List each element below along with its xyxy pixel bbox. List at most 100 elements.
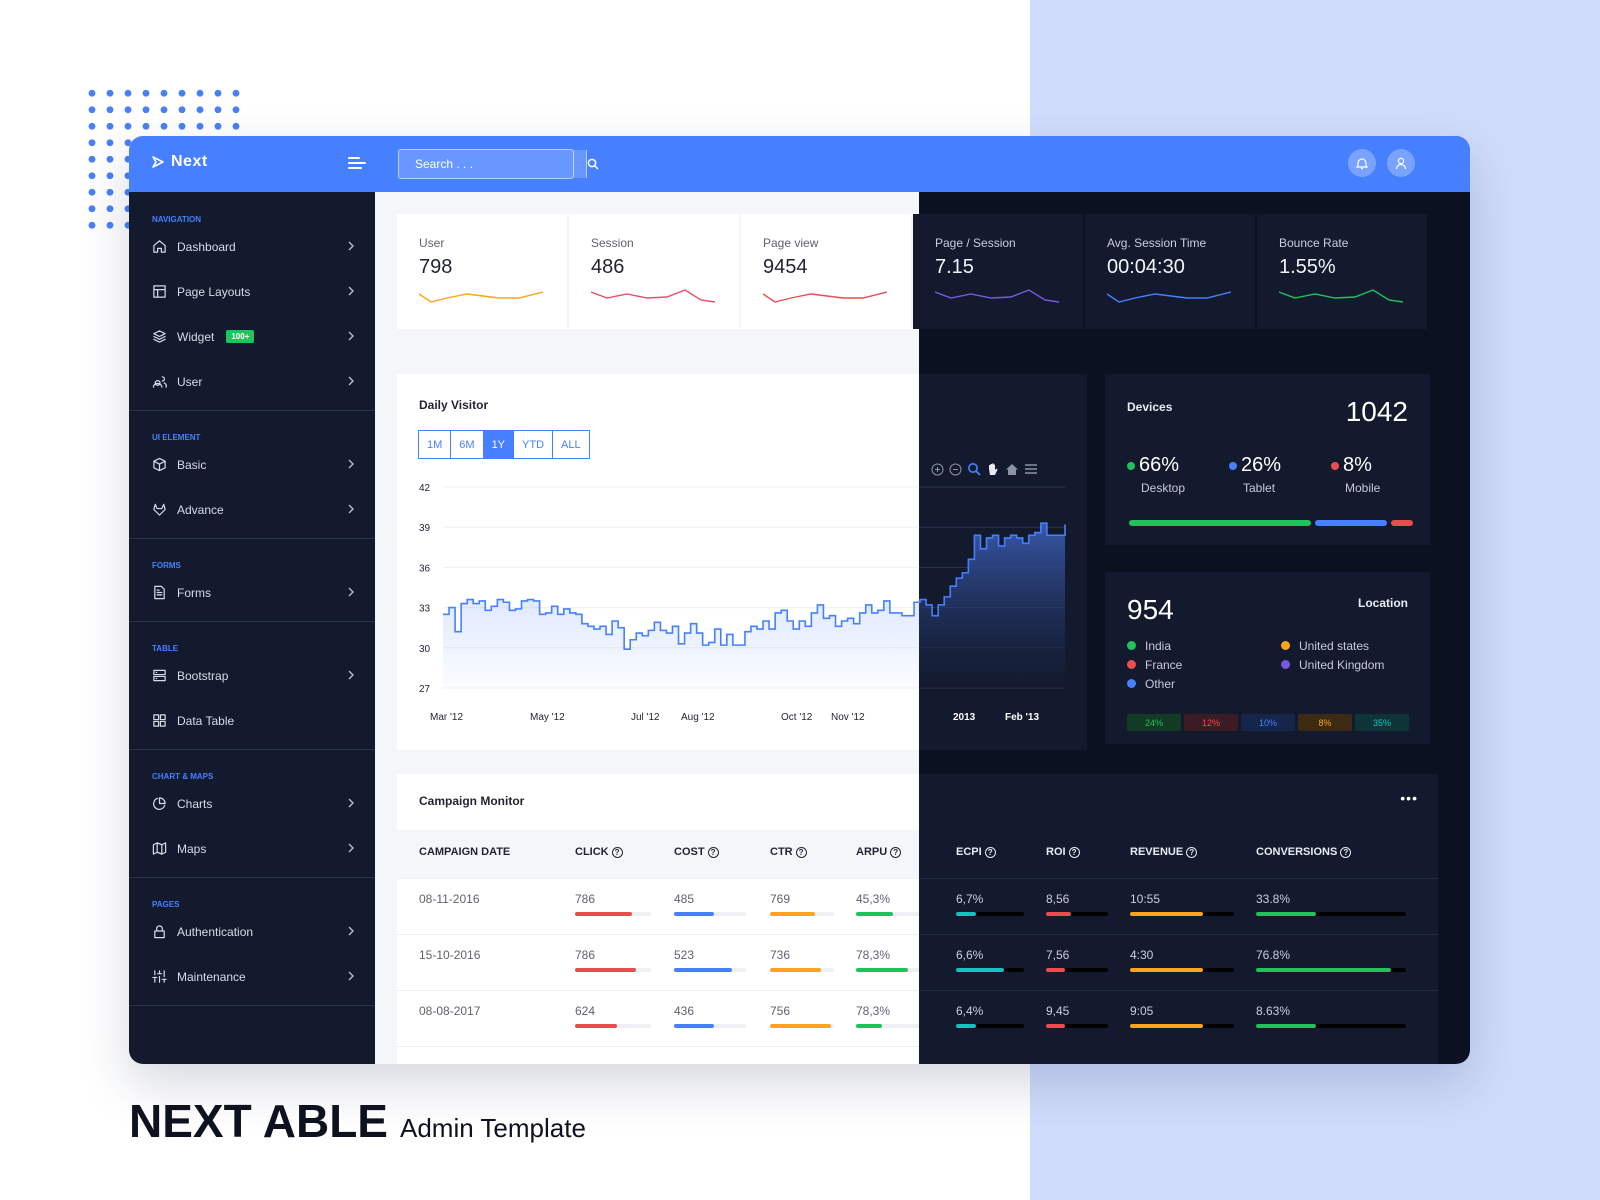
search-button[interactable] xyxy=(586,150,599,178)
column-header-ctr[interactable]: CTR? xyxy=(770,846,807,858)
home-reset-icon[interactable] xyxy=(1005,463,1019,476)
bell-icon xyxy=(1356,157,1368,169)
sidebar-item-bootstrap[interactable]: Bootstrap xyxy=(129,653,375,698)
menu-toggle-icon[interactable] xyxy=(348,154,366,170)
cell-progress xyxy=(956,1024,1024,1028)
device-label: Tablet xyxy=(1243,481,1276,495)
location-label: Other xyxy=(1145,676,1176,691)
column-header-conversions[interactable]: CONVERSIONS? xyxy=(1256,846,1352,858)
range-button-1m[interactable]: 1M xyxy=(418,430,452,459)
column-header-cost[interactable]: COST? xyxy=(674,846,719,858)
cell-progress xyxy=(770,968,834,972)
device-bar-segment xyxy=(1129,520,1312,526)
sidebar-item-forms[interactable]: Forms xyxy=(129,570,375,615)
chevron-right-icon xyxy=(347,925,355,939)
column-header-revenue[interactable]: REVENUE? xyxy=(1130,846,1198,858)
cell-progress xyxy=(1256,912,1406,916)
location-item: Other xyxy=(1127,674,1175,693)
sidebar-item-label: Charts xyxy=(177,796,213,811)
zoom-out-icon[interactable] xyxy=(949,463,962,476)
campaign-header-bg xyxy=(397,830,919,878)
sidebar-item-page-layouts[interactable]: Page Layouts xyxy=(129,269,375,314)
y-tick-label: 42 xyxy=(419,483,431,494)
sidebar-item-maps[interactable]: Maps xyxy=(129,826,375,871)
sidebar-item-authentication[interactable]: Authentication xyxy=(129,909,375,954)
x-tick-label: Jul '12 xyxy=(631,712,660,723)
help-circle-icon[interactable]: ? xyxy=(1340,846,1352,858)
range-button-all[interactable]: ALL xyxy=(552,430,590,459)
logo[interactable]: Next xyxy=(151,153,208,171)
sidebar-item-dashboard[interactable]: Dashboard xyxy=(129,224,375,269)
help-circle-icon[interactable]: ? xyxy=(1068,846,1080,858)
search-input[interactable] xyxy=(399,150,586,178)
cell-progress xyxy=(770,1024,834,1028)
sidebar-item-data-table[interactable]: Data Table xyxy=(129,698,375,743)
location-item: India xyxy=(1127,636,1171,655)
x-tick-label: Oct '12 xyxy=(781,712,813,723)
chart-menu-icon[interactable] xyxy=(1024,463,1038,475)
search-box xyxy=(398,149,599,179)
sidebar-item-advance[interactable]: Advance xyxy=(129,487,375,532)
pie-chart-icon xyxy=(151,796,167,812)
table-row-dark xyxy=(919,990,1438,991)
sidebar-item-label: Advance xyxy=(177,502,224,517)
cell-date: 08-11-2016 xyxy=(419,892,480,906)
stat-card: Avg. Session Time 00:04:30 xyxy=(1085,214,1255,329)
chevron-right-icon xyxy=(347,970,355,984)
cell-progress xyxy=(956,912,1024,916)
server-icon xyxy=(151,668,167,684)
column-header-ecpi[interactable]: ECPI? xyxy=(956,846,996,858)
help-circle-icon[interactable]: ? xyxy=(795,846,807,858)
column-header-click[interactable]: CLICK? xyxy=(575,846,623,858)
profile-button[interactable] xyxy=(1387,149,1415,177)
stat-label: Session xyxy=(591,236,634,250)
notification-button[interactable] xyxy=(1348,149,1376,177)
location-item: United states xyxy=(1281,636,1369,655)
cell-progress-fill xyxy=(956,912,977,916)
help-circle-icon[interactable]: ? xyxy=(611,846,623,858)
sidebar-item-maintenance[interactable]: Maintenance xyxy=(129,954,375,999)
cell-progress xyxy=(1046,968,1108,972)
nav-caption: CHART & MAPS xyxy=(152,772,214,781)
help-circle-icon[interactable]: ? xyxy=(890,846,902,858)
chevron-right-icon xyxy=(347,375,355,389)
cell-date: 15-10-2016 xyxy=(419,948,481,962)
cell-progress xyxy=(1256,1024,1406,1028)
cell-date: 08-08-2017 xyxy=(419,1004,481,1018)
column-header-label: CTR xyxy=(770,846,793,858)
range-button-1y[interactable]: 1Y xyxy=(482,430,515,459)
cell-progress xyxy=(1130,1024,1234,1028)
cell-progress xyxy=(856,912,930,916)
column-header-label: CONVERSIONS xyxy=(1256,846,1338,858)
stat-sparkline xyxy=(763,291,887,303)
device-stat: 26% Tablet xyxy=(1229,454,1281,495)
device-label: Desktop xyxy=(1141,481,1186,495)
sidebar-item-widget[interactable]: Widget 100+ xyxy=(129,314,375,359)
sidebar-item-user[interactable]: User xyxy=(129,359,375,404)
sparkline-path xyxy=(935,289,1059,303)
cell-cost: 523 xyxy=(674,948,695,962)
layers-icon xyxy=(151,329,167,345)
column-header-roi[interactable]: ROI? xyxy=(1046,846,1080,858)
range-button-ytd[interactable]: YTD xyxy=(513,430,554,459)
range-button-6m[interactable]: 6M xyxy=(450,430,484,459)
more-options-icon[interactable]: ••• xyxy=(1400,790,1418,806)
location-dot xyxy=(1281,660,1290,669)
magnifier-icon[interactable] xyxy=(967,462,981,476)
sidebar-item-basic[interactable]: Basic xyxy=(129,442,375,487)
column-header-arpu[interactable]: ARPU? xyxy=(856,846,902,858)
stat-card: Page / Session 7.15 xyxy=(913,214,1083,329)
help-circle-icon[interactable]: ? xyxy=(707,846,719,858)
zoom-in-icon[interactable] xyxy=(931,463,944,476)
cell-progress xyxy=(1046,912,1108,916)
device-percent: 26% xyxy=(1241,454,1282,476)
column-header-campaign-date[interactable]: CAMPAIGN DATE xyxy=(419,846,510,858)
pan-hand-icon[interactable] xyxy=(986,462,1000,476)
sidebar-item-charts[interactable]: Charts xyxy=(129,781,375,826)
main-content: User 798 Session 486 Page view 9454 Page / Ses… xyxy=(375,192,1470,1064)
campaign-title: Campaign Monitor xyxy=(419,794,525,808)
stat-value: 798 xyxy=(419,256,453,278)
cell-conversions: 76.8% xyxy=(1256,948,1291,962)
help-circle-icon[interactable]: ? xyxy=(984,846,996,858)
help-circle-icon[interactable]: ? xyxy=(1186,846,1198,858)
